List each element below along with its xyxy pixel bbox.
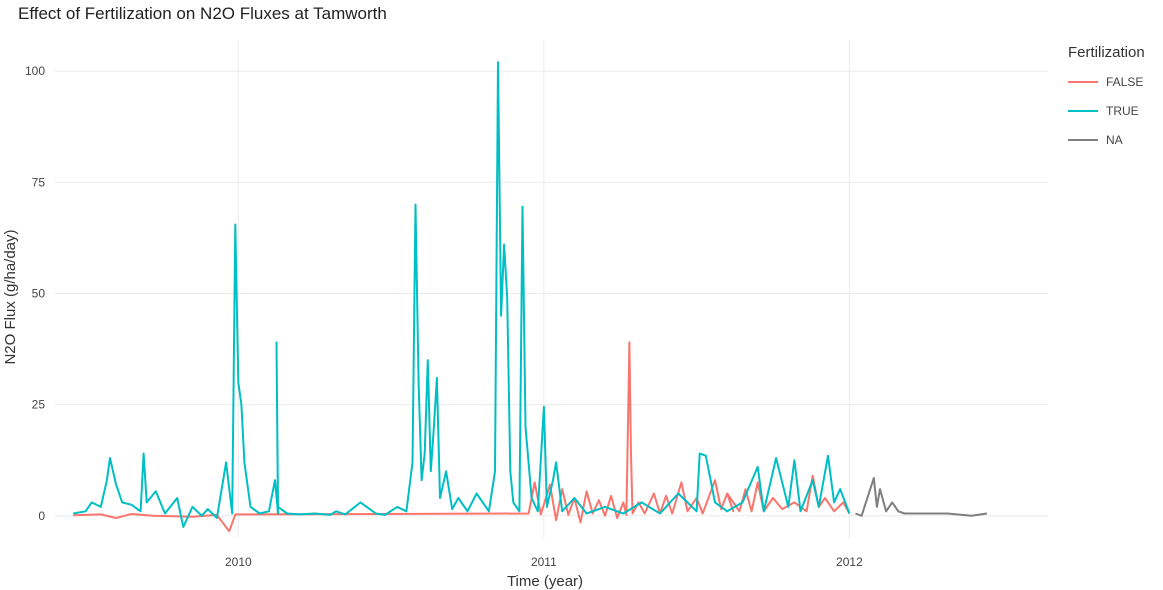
y-tick-label: 25	[32, 398, 46, 412]
legend-swatch	[1068, 138, 1098, 141]
legend-title: Fertilization	[1068, 44, 1145, 61]
legend-swatch	[1068, 109, 1098, 112]
tick-labels: 0 25 50 75 100 2010 2011 2012	[25, 64, 863, 569]
x-tick-label: 2012	[836, 555, 863, 569]
y-tick-label: 100	[25, 64, 45, 78]
y-tick-label: 50	[32, 286, 46, 300]
grid-lines	[55, 40, 1048, 538]
series-lines	[73, 61, 988, 533]
x-axis-label: Time (year)	[507, 573, 583, 590]
y-axis-label: N2O Flux (g/ha/day)	[2, 229, 19, 364]
y-tick-label: 0	[38, 509, 45, 523]
x-tick-label: 2010	[225, 555, 252, 569]
legend-swatch	[1068, 80, 1098, 83]
legend-label: TRUE	[1106, 103, 1139, 118]
y-tick-label: 75	[32, 175, 46, 189]
legend-label: FALSE	[1106, 74, 1144, 89]
chart-title: Effect of Fertilization on N2O Fluxes at…	[18, 4, 387, 23]
series-line-true	[73, 61, 851, 528]
legend: Fertilization FALSE TRUE NA	[1068, 44, 1160, 154]
x-tick-label: 2011	[531, 555, 557, 569]
legend-label: NA	[1106, 132, 1123, 147]
legend-item-false[interactable]: FALSE	[1068, 67, 1160, 96]
series-line-na	[855, 477, 988, 517]
legend-item-true[interactable]: TRUE	[1068, 96, 1160, 125]
series-line-false	[73, 341, 851, 533]
legend-item-na[interactable]: NA	[1068, 125, 1160, 154]
legend-items: FALSE TRUE NA	[1068, 67, 1160, 154]
